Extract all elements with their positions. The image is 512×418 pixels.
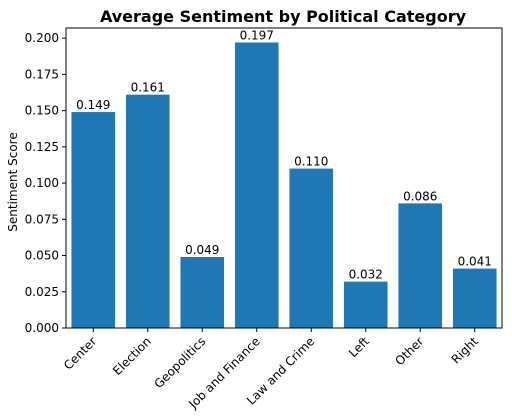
chart-title: Average Sentiment by Political Category <box>100 7 467 26</box>
y-axis-label: Sentiment Score <box>6 132 20 231</box>
plot-frame <box>65 27 503 329</box>
x-tick-label: Election <box>110 334 154 378</box>
y-tick-label: 0.050 <box>25 249 59 263</box>
data-label: 0.041 <box>458 255 492 269</box>
bar <box>289 168 334 328</box>
bar <box>343 281 388 328</box>
x-tick-label: Left <box>346 334 372 360</box>
bar <box>125 94 170 329</box>
data-label: 0.049 <box>185 243 219 257</box>
x-tick-label: Geopolitics <box>151 334 208 391</box>
y-tick-label: 0.175 <box>25 67 59 81</box>
x-tick-label: Center <box>61 334 100 373</box>
data-label: 0.149 <box>76 98 110 112</box>
y-tick-label: 0.200 <box>25 31 59 45</box>
bar <box>398 203 443 328</box>
data-label: 0.032 <box>349 268 383 282</box>
y-tick-label: 0.025 <box>25 285 59 299</box>
x-tick-label: Other <box>392 334 426 368</box>
plot-area: 0.149 0.161 0.049 0.197 0.110 0.032 0.086 0.041… <box>25 27 503 412</box>
bar <box>452 268 497 328</box>
y-tick-label: 0.150 <box>25 104 59 118</box>
data-label: 0.197 <box>240 28 274 42</box>
y-tick-label: 0.125 <box>25 140 59 154</box>
bar <box>71 112 116 328</box>
bar <box>234 42 279 329</box>
y-tick-label: 0.000 <box>25 321 59 335</box>
data-label: 0.161 <box>131 81 165 95</box>
y-tick-label: 0.100 <box>25 176 59 190</box>
data-label: 0.086 <box>403 189 437 203</box>
bar <box>180 256 225 328</box>
x-tick-label: Right <box>449 334 481 366</box>
data-label: 0.110 <box>294 155 328 169</box>
y-tick-label: 0.075 <box>25 212 59 226</box>
